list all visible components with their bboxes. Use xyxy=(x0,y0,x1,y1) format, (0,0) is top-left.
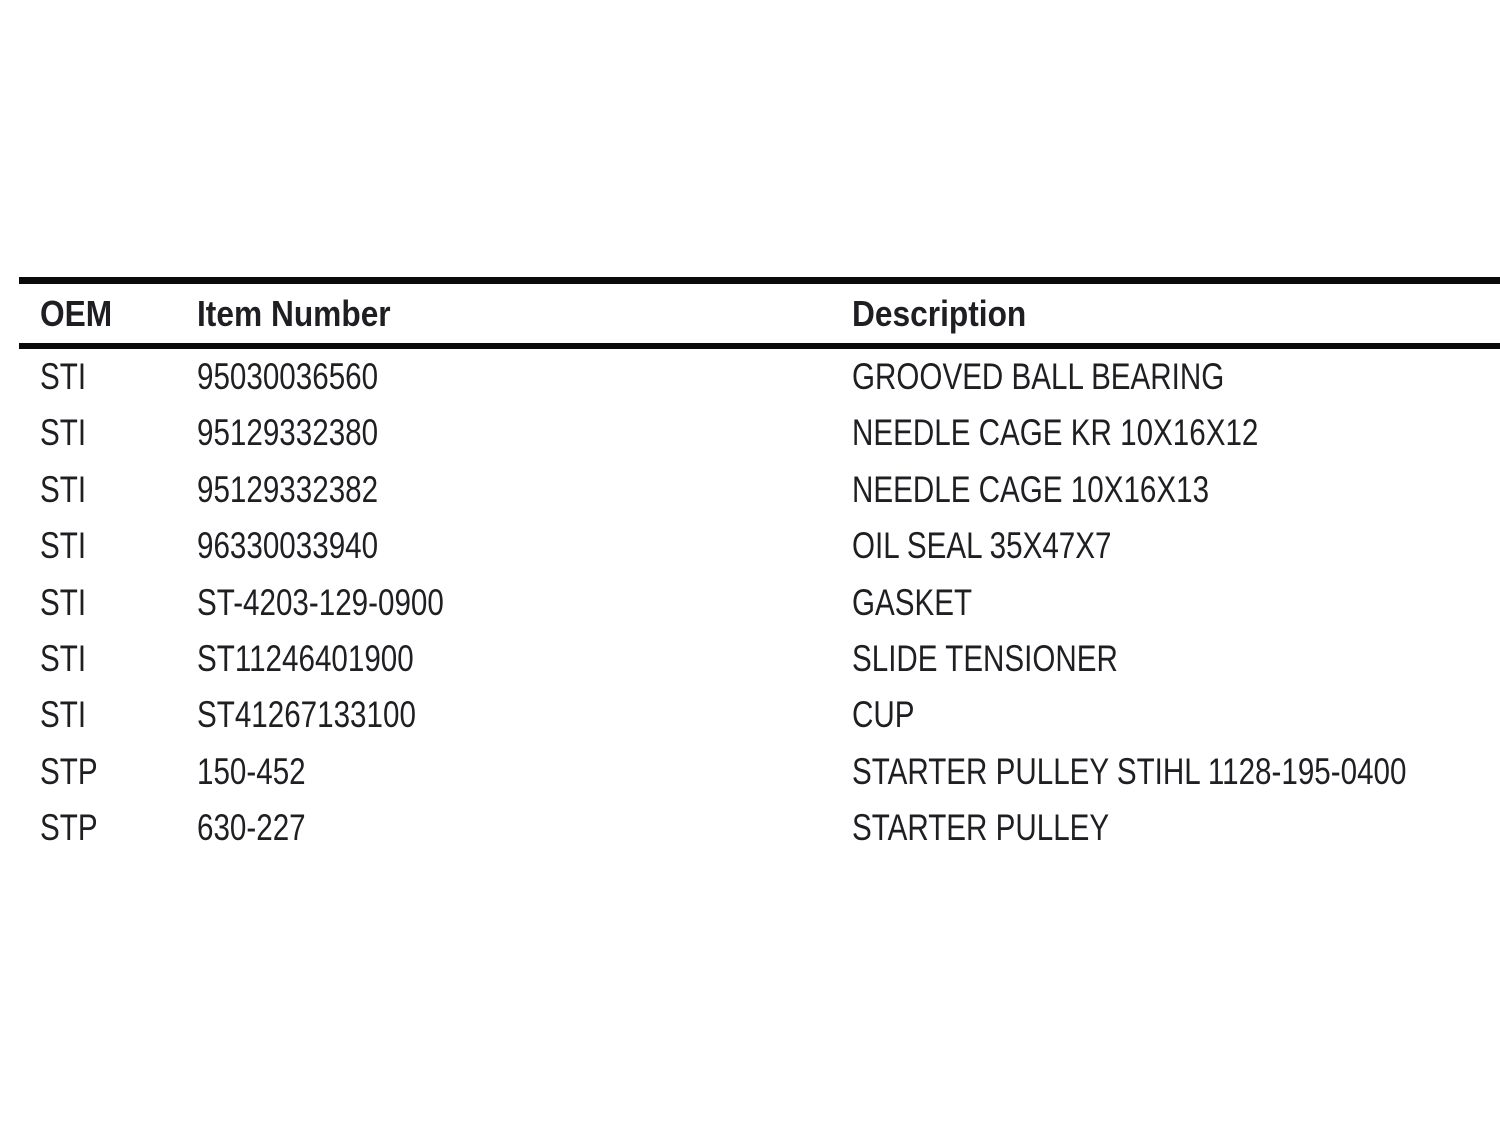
table-row: STI 95030036560 GROOVED BALL BEARING xyxy=(40,349,1500,405)
table-body: STI 95030036560 GROOVED BALL BEARING STI… xyxy=(40,349,1500,857)
table-row: STP 150-452 STARTER PULLEY STIHL 1128-19… xyxy=(40,744,1500,800)
cell-item-number: ST41267133100 xyxy=(197,694,416,736)
cell-description: GROOVED BALL BEARING xyxy=(852,356,1225,397)
cell-oem: STP xyxy=(40,807,98,849)
table-row: STI ST41267133100 CUP xyxy=(40,687,1500,743)
cell-description: STARTER PULLEY STIHL 1128-195-0400 xyxy=(852,750,1407,792)
cell-oem: STI xyxy=(40,525,87,567)
cell-oem: STI xyxy=(40,468,87,510)
cell-item-number: ST-4203-129-0900 xyxy=(197,581,444,623)
column-header-item-number: Item Number xyxy=(197,293,391,334)
cell-oem: STP xyxy=(40,750,98,792)
table-row: STI ST-4203-129-0900 GASKET xyxy=(40,575,1500,631)
cell-item-number: 630-227 xyxy=(197,807,306,849)
cell-item-number: ST11246401900 xyxy=(197,638,414,680)
cell-description: OIL SEAL 35X47X7 xyxy=(852,525,1112,567)
header-divider-rule xyxy=(19,343,1500,349)
cell-oem: STI xyxy=(40,581,87,623)
cell-item-number: 95030036560 xyxy=(197,356,379,397)
cell-item-number: 95129332380 xyxy=(197,412,379,454)
table-top-rule xyxy=(19,277,1500,284)
cell-description: CUP xyxy=(852,694,915,736)
cell-item-number: 96330033940 xyxy=(197,525,379,567)
table-row: STI 95129332380 NEEDLE CAGE KR 10X16X12 xyxy=(40,405,1500,461)
cell-oem: STI xyxy=(40,638,87,680)
column-header-description: Description xyxy=(852,293,1027,334)
cell-item-number: 150-452 xyxy=(197,750,306,792)
cell-description: GASKET xyxy=(852,581,973,623)
cell-item-number: 95129332382 xyxy=(197,468,379,510)
cell-description: NEEDLE CAGE 10X16X13 xyxy=(852,468,1210,510)
cell-description: NEEDLE CAGE KR 10X16X12 xyxy=(852,412,1259,454)
cell-oem: STI xyxy=(40,412,87,454)
cell-oem: STI xyxy=(40,356,87,397)
table-row: STI 95129332382 NEEDLE CAGE 10X16X13 xyxy=(40,462,1500,518)
table-row: STI ST11246401900 SLIDE TENSIONER xyxy=(40,631,1500,687)
table-header-row: OEM Item Number Description xyxy=(40,284,1500,343)
column-header-oem: OEM xyxy=(40,293,113,334)
cell-description: SLIDE TENSIONER xyxy=(852,638,1118,680)
cell-oem: STI xyxy=(40,694,87,736)
table-row: STI 96330033940 OIL SEAL 35X47X7 xyxy=(40,518,1500,574)
table-row: STP 630-227 STARTER PULLEY xyxy=(40,800,1500,856)
cell-description: STARTER PULLEY xyxy=(852,807,1110,849)
